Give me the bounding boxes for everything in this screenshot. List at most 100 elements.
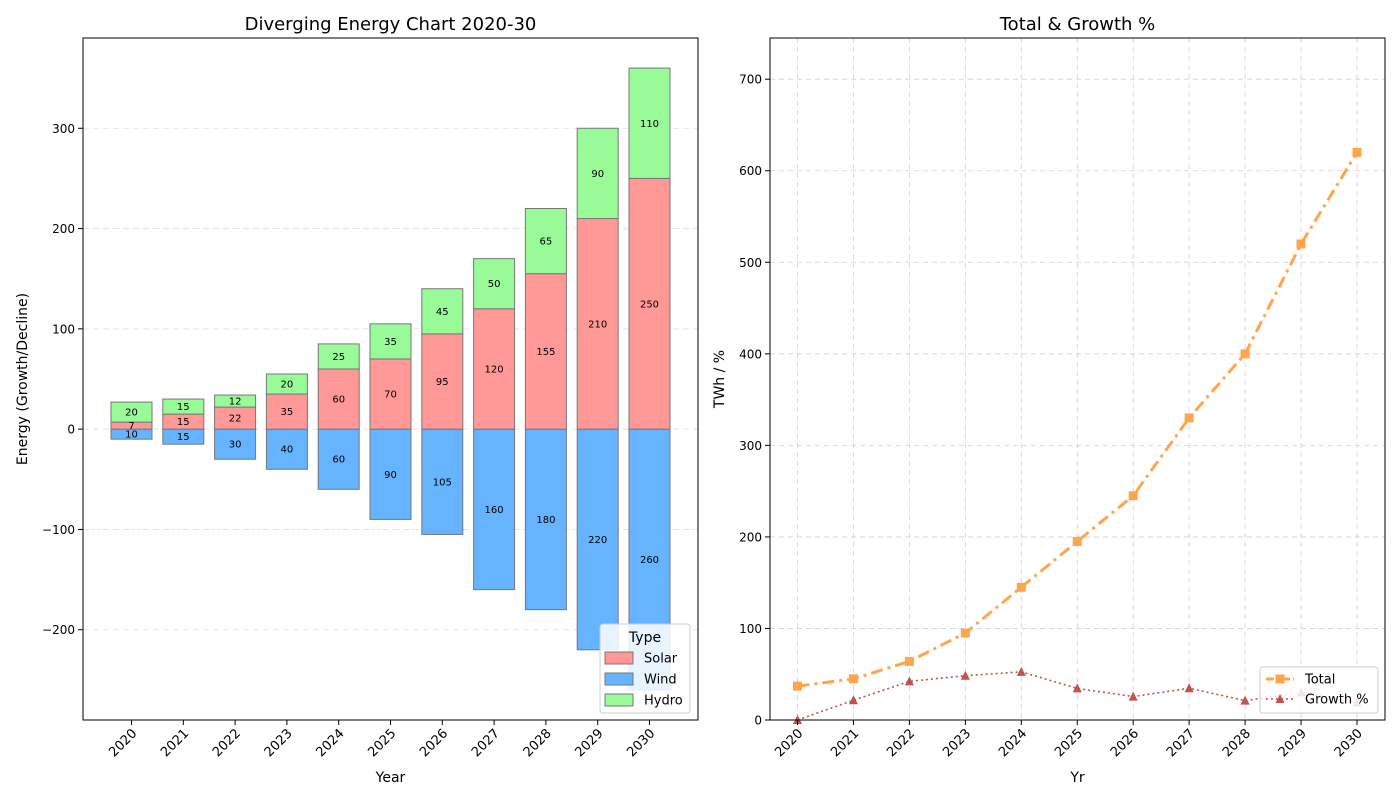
solar-value-label: 70 — [384, 390, 397, 401]
wind-value-label: 180 — [536, 515, 555, 526]
wind-bar — [524, 428, 567, 611]
growth-point — [1016, 666, 1026, 676]
right-chart-title: Total & Growth % — [999, 14, 1156, 35]
total-point — [904, 656, 914, 666]
hydro-value-label: 35 — [384, 337, 397, 348]
right-y-ticks: 0 100 200 300 400 500 600 700 — [739, 73, 770, 728]
left-bars — [110, 67, 671, 691]
growth-point — [1128, 691, 1138, 701]
right-y-tick-label: 100 — [739, 622, 762, 636]
solar-bar — [473, 308, 516, 430]
left-y-tick-label: 0 — [67, 423, 75, 437]
hydro-bar — [265, 373, 308, 395]
right-y-tick-label: 300 — [739, 439, 762, 453]
hydro-value-label: 45 — [436, 307, 449, 318]
left-y-axis-label: Energy (Growth/Decline) — [15, 293, 31, 465]
total-point — [1184, 413, 1194, 423]
left-chart-title: Diverging Energy Chart 2020-30 — [245, 14, 537, 35]
left-y-tick-label: 300 — [52, 122, 75, 136]
growth-point — [1072, 683, 1082, 693]
growth-point — [848, 695, 858, 705]
hydro-bar — [110, 401, 153, 423]
left-y-tick-label: 200 — [52, 222, 75, 236]
wind-value-label: 30 — [229, 440, 242, 451]
solar-value-label: 60 — [332, 395, 345, 406]
growth-point — [960, 670, 970, 680]
hydro-bar — [628, 67, 671, 179]
wind-value-label: 10 — [125, 430, 138, 441]
left-x-axis-label: Year — [375, 770, 406, 786]
solar-value-label: 155 — [536, 347, 555, 358]
hydro-bar — [473, 258, 516, 310]
solar-value-label: 95 — [436, 377, 449, 388]
solar-bar — [576, 218, 619, 430]
total-point — [1072, 536, 1082, 546]
wind-bar — [576, 428, 619, 651]
legend-marker-growth — [1275, 694, 1285, 703]
right-x-axis-label: Yr — [1069, 770, 1085, 786]
right-y-axis-label: TWh / % — [712, 350, 728, 409]
total-point — [848, 674, 858, 684]
solar-value-label: 7 — [128, 421, 134, 432]
hydro-value-label: 50 — [488, 279, 501, 290]
total-point — [1240, 349, 1250, 359]
total-point — [1128, 491, 1138, 501]
left-legend-title: Type — [628, 630, 661, 646]
hydro-bar — [162, 398, 205, 415]
legend-swatch-hydro — [604, 693, 634, 707]
legend-label-total: Total — [1304, 673, 1335, 688]
solar-bar — [628, 177, 671, 430]
hydro-bar — [421, 288, 464, 335]
hydro-value-label: 20 — [125, 408, 138, 419]
wind-value-label: 60 — [332, 455, 345, 466]
hydro-bar — [214, 394, 257, 408]
hydro-value-label: 65 — [540, 237, 553, 248]
wind-bar — [369, 428, 412, 520]
solar-value-label: 35 — [281, 407, 294, 418]
growth-point — [904, 676, 914, 686]
diverging-energy-chart: 710 20 15 15 15 22 30 12 35 40 20 60 60 25 70 90 35 95 105… — [15, 14, 699, 786]
left-legend: Type Solar Wind Hydro — [599, 623, 691, 714]
hydro-value-label: 15 — [177, 402, 190, 413]
left-y-ticks: −200 −100 0 100 200 300 — [42, 122, 83, 637]
hydro-value-label: 25 — [332, 352, 345, 363]
right-legend: Total Growth % — [1259, 666, 1379, 714]
wind-value-label: 105 — [433, 477, 452, 488]
hydro-bar — [369, 323, 412, 360]
hydro-bar — [524, 208, 567, 275]
right-y-tick-label: 700 — [739, 73, 762, 87]
total-point — [1352, 147, 1362, 157]
legend-swatch-wind — [604, 672, 634, 686]
total-point — [960, 628, 970, 638]
solar-bar — [369, 358, 412, 430]
solar-bar — [421, 333, 464, 430]
left-legend-box — [599, 623, 691, 714]
solar-value-label: 250 — [640, 299, 659, 310]
hydro-value-label: 12 — [229, 397, 242, 408]
wind-value-label: 260 — [640, 555, 659, 566]
solar-value-label: 120 — [485, 364, 504, 375]
total-point — [1016, 582, 1026, 592]
legend-label-solar: Solar — [644, 652, 678, 667]
hydro-value-label: 20 — [281, 380, 294, 391]
left-y-tick-label: −100 — [42, 523, 75, 537]
left-y-tick-label: −200 — [42, 623, 75, 637]
right-y-tick-label: 0 — [754, 714, 762, 728]
hydro-bar — [576, 127, 619, 220]
left-bar-labels: 710 20 15 15 15 22 30 12 35 40 20 60 60 25 70 90 35 95 105… — [125, 119, 659, 566]
hydro-bar — [317, 343, 360, 370]
wind-value-label: 90 — [384, 470, 397, 481]
wind-value-label: 220 — [588, 535, 607, 546]
solar-bar — [524, 273, 567, 430]
right-y-tick-label: 400 — [739, 347, 762, 361]
legend-label-hydro: Hydro — [644, 694, 683, 709]
total-point — [793, 681, 802, 691]
right-y-tick-label: 600 — [739, 164, 762, 178]
legend-label-wind: Wind — [644, 673, 677, 688]
growth-point — [1184, 683, 1194, 693]
wind-value-label: 40 — [281, 445, 294, 456]
legend-swatch-solar — [604, 651, 634, 665]
wind-value-label: 160 — [485, 505, 504, 516]
right-y-tick-label: 200 — [739, 530, 762, 544]
